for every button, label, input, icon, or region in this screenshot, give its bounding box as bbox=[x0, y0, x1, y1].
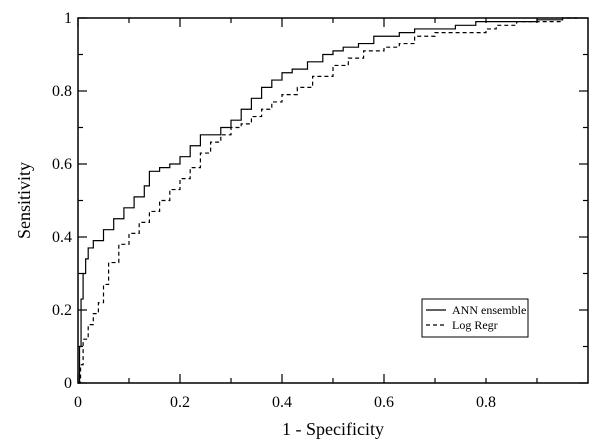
plot-frame bbox=[77, 17, 589, 384]
y-tick-label: 0.8 bbox=[52, 83, 72, 100]
y-tick-label: 0 bbox=[64, 375, 72, 392]
legend-label-ann-ensemble: ANN ensemble bbox=[452, 303, 526, 317]
x-tick-label: 0 bbox=[74, 394, 82, 411]
y-tick-label: 1 bbox=[64, 10, 72, 27]
legend-box bbox=[421, 298, 529, 338]
y-tick-label: 0.4 bbox=[52, 229, 72, 246]
x-tick-label: 0.4 bbox=[272, 394, 292, 411]
series-line-ann-ensemble bbox=[78, 17, 578, 384]
series-lines bbox=[78, 17, 578, 384]
legend: ANN ensemble Log Regr bbox=[421, 298, 529, 338]
y-axis-label: Sensitivity bbox=[14, 162, 34, 239]
x-tick-label: 0.8 bbox=[476, 394, 496, 411]
axis-ticks: 0 0.2 0.4 0.6 0.8 0 0.2 0.4 0.6 0.8 1 bbox=[52, 10, 588, 411]
x-axis-label: 1 - Specificity bbox=[282, 419, 384, 439]
x-tick-label: 0.2 bbox=[170, 394, 190, 411]
y-tick-label: 0.2 bbox=[52, 302, 72, 319]
y-tick-label: 0.6 bbox=[52, 156, 72, 173]
series-line-log-regr bbox=[78, 17, 578, 384]
legend-label-log-regr: Log Regr bbox=[452, 318, 498, 332]
x-tick-label: 0.6 bbox=[374, 394, 394, 411]
